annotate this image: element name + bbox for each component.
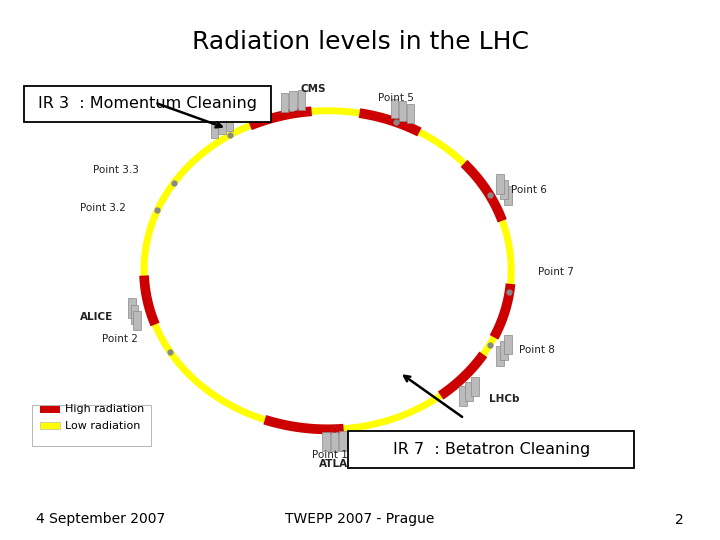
Text: LHCb: LHCb <box>489 394 519 404</box>
FancyBboxPatch shape <box>348 431 634 468</box>
Text: CMS: CMS <box>301 84 326 94</box>
Text: Point 1: Point 1 <box>312 450 348 460</box>
Text: Low radiation: Low radiation <box>65 421 140 431</box>
Bar <box>297 90 305 110</box>
Text: TWEPP 2007 - Prague: TWEPP 2007 - Prague <box>285 512 435 526</box>
Text: Point 7: Point 7 <box>539 267 574 276</box>
Bar <box>504 335 512 354</box>
Bar <box>407 104 414 123</box>
Bar <box>289 91 297 111</box>
Bar <box>133 311 140 330</box>
Bar <box>131 305 138 324</box>
Bar <box>330 431 338 451</box>
Bar <box>504 186 512 205</box>
Bar <box>281 92 288 112</box>
Bar <box>496 347 504 366</box>
Text: Point 4: Point 4 <box>194 106 230 116</box>
Text: 2: 2 <box>675 512 684 526</box>
Text: ATLAS: ATLAS <box>319 460 356 469</box>
Bar <box>459 386 467 406</box>
Bar <box>390 99 398 118</box>
Bar <box>218 115 225 134</box>
Bar <box>500 341 508 360</box>
Text: ALICE: ALICE <box>80 312 113 322</box>
Text: Point 3.3: Point 3.3 <box>93 165 139 175</box>
Bar <box>322 432 330 451</box>
Bar <box>128 299 136 318</box>
Bar <box>210 118 218 138</box>
Text: Point 8: Point 8 <box>518 345 554 355</box>
Bar <box>339 431 347 451</box>
Text: 4 September 2007: 4 September 2007 <box>36 512 166 526</box>
Text: Point 3.2: Point 3.2 <box>81 202 126 213</box>
Bar <box>40 422 60 429</box>
Text: Point 5: Point 5 <box>379 93 414 103</box>
Bar <box>496 174 504 193</box>
Bar <box>471 377 479 396</box>
Text: Radiation levels in the LHC: Radiation levels in the LHC <box>192 30 528 53</box>
Text: IR 7  : Betatron Cleaning: IR 7 : Betatron Cleaning <box>393 442 590 457</box>
FancyBboxPatch shape <box>24 86 271 122</box>
Bar <box>399 102 406 121</box>
Text: Point 2: Point 2 <box>102 334 138 343</box>
Bar <box>500 180 508 199</box>
FancyBboxPatch shape <box>32 405 151 446</box>
Bar <box>225 111 233 131</box>
Text: Point 6: Point 6 <box>511 185 547 195</box>
Text: High radiation: High radiation <box>65 404 144 414</box>
Bar <box>40 406 60 413</box>
Bar <box>465 382 473 401</box>
Text: IR 3  : Momentum Cleaning: IR 3 : Momentum Cleaning <box>38 97 257 111</box>
